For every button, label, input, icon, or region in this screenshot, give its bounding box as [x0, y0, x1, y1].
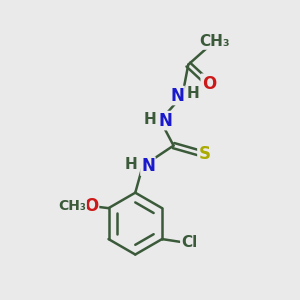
Text: H: H	[144, 112, 156, 127]
Text: Cl: Cl	[181, 235, 198, 250]
Text: N: N	[170, 86, 184, 104]
Text: CH₃: CH₃	[58, 199, 86, 213]
Text: CH₃: CH₃	[200, 34, 230, 49]
Text: H: H	[186, 86, 199, 101]
Text: methoxy: methoxy	[67, 206, 74, 207]
Text: S: S	[199, 146, 211, 164]
Text: O: O	[202, 75, 216, 93]
Text: N: N	[159, 112, 172, 130]
Text: N: N	[141, 157, 155, 175]
Text: O: O	[84, 197, 98, 215]
Text: H: H	[125, 157, 138, 172]
